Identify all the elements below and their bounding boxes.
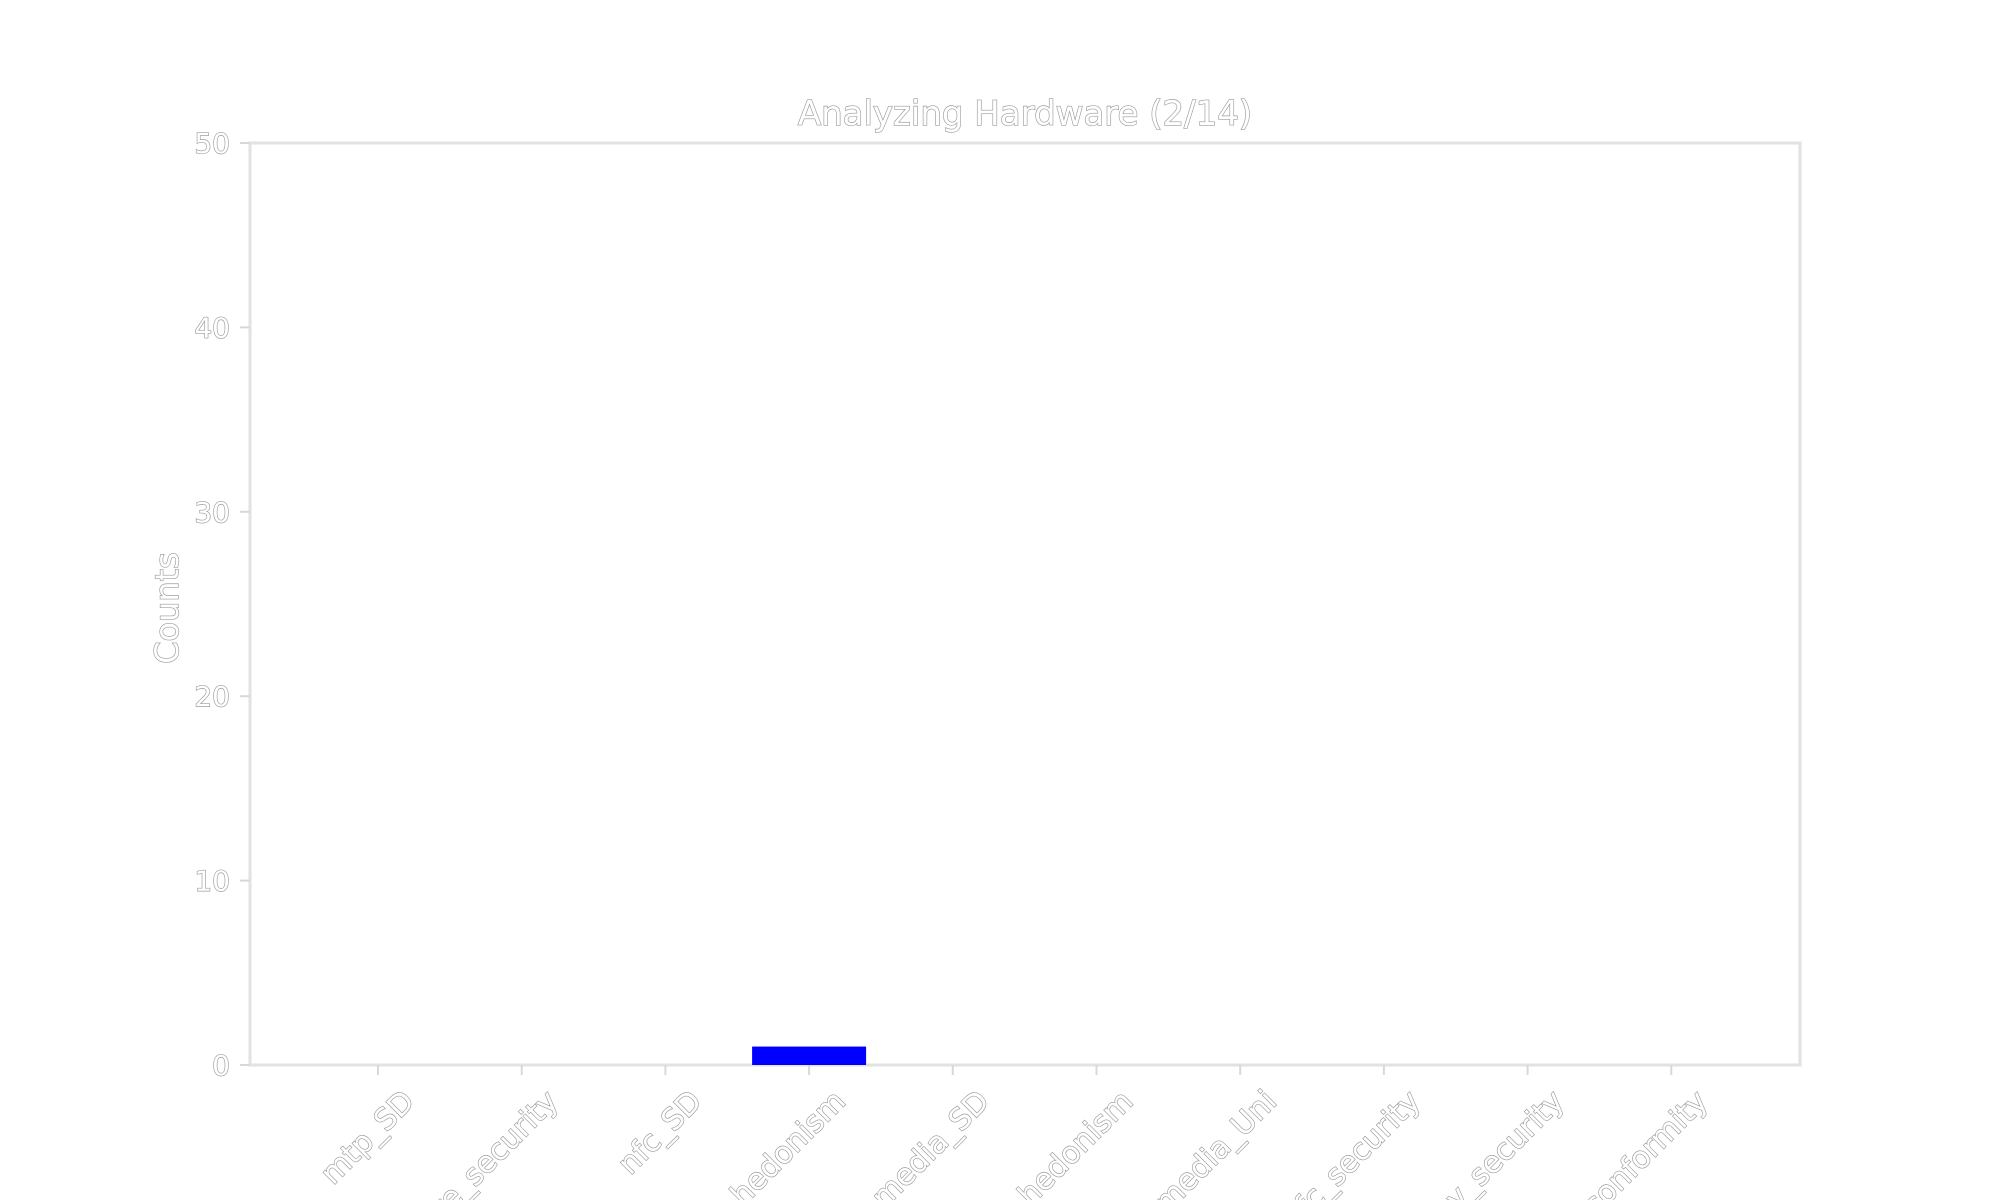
x-tick-label: ...hedonism <box>704 1084 853 1200</box>
y-tick-label: 20 <box>194 680 230 713</box>
x-tick-label: media_SD <box>865 1084 996 1200</box>
plot-area-frame <box>248 141 1802 1067</box>
x-axis: mtp_SD...re_security nfc_SD...hedonism med… <box>313 1065 1716 1200</box>
bar <box>752 1046 867 1065</box>
y-tick-label: 0 <box>212 1049 230 1082</box>
x-tick-label: nfc_SD <box>611 1084 709 1182</box>
y-tick-label: 40 <box>194 311 230 344</box>
chart-title: Analyzing Hardware (2/14) <box>798 94 1252 134</box>
y-axis-label: Counts <box>148 552 186 664</box>
x-tick-label: ...conformity <box>1556 1084 1715 1200</box>
y-tick-label: 30 <box>194 496 230 529</box>
y-tick-label: 50 <box>194 127 230 160</box>
y-tick-label: 10 <box>194 865 230 898</box>
y-axis: 0 10 20 30 40 50 <box>194 126 250 1083</box>
x-tick-label: ...media_Uni <box>1127 1084 1284 1200</box>
x-tick-label: ...re_security <box>404 1084 566 1200</box>
x-tick-label: ...fc_security <box>1268 1084 1427 1200</box>
bars <box>752 1046 867 1065</box>
x-tick-label: ...ny_security <box>1405 1084 1571 1200</box>
x-tick-label: mtp_SD <box>314 1084 422 1192</box>
x-tick-label: ...hedonism <box>991 1084 1140 1200</box>
